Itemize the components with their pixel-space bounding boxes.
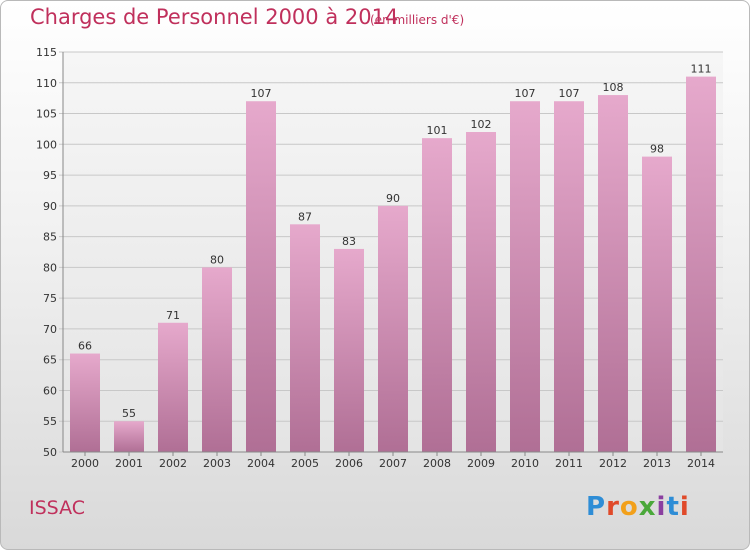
logo-letter: P <box>586 492 607 522</box>
bar <box>70 353 100 452</box>
x-tick-label: 2009 <box>467 457 495 470</box>
bar <box>598 95 628 453</box>
data-label: 102 <box>471 118 492 131</box>
logo-letter: i <box>679 492 690 522</box>
x-tick-label: 2011 <box>555 457 583 470</box>
x-tick-label: 2007 <box>379 457 407 470</box>
bar <box>202 267 232 452</box>
data-label: 107 <box>251 87 272 100</box>
x-tick-label: 2003 <box>203 457 231 470</box>
x-tick-label: 2014 <box>687 457 715 470</box>
y-tick-label: 115 <box>36 46 57 59</box>
bar <box>642 156 672 452</box>
data-label: 101 <box>427 124 448 137</box>
data-label: 111 <box>691 63 712 76</box>
bar <box>422 138 452 452</box>
y-tick-label: 60 <box>43 384 57 397</box>
logo-letter: r <box>606 492 620 522</box>
x-tick-label: 2002 <box>159 457 187 470</box>
x-tick-label: 2010 <box>511 457 539 470</box>
y-tick-label: 65 <box>43 354 57 367</box>
chart-title: Charges de Personnel 2000 à 2014 <box>30 5 399 29</box>
data-label: 107 <box>515 87 536 100</box>
x-tick-label: 2006 <box>335 457 363 470</box>
x-tick-label: 2001 <box>115 457 143 470</box>
y-tick-label: 110 <box>36 77 57 90</box>
y-tick-label: 75 <box>43 292 57 305</box>
data-label: 71 <box>166 309 180 322</box>
commune-name: ISSAC <box>29 497 86 519</box>
chart-subtitle: (en milliers d'€) <box>370 13 465 27</box>
y-tick-label: 105 <box>36 108 57 121</box>
data-label: 90 <box>386 192 400 205</box>
bar <box>378 205 408 452</box>
x-tick-label: 2012 <box>599 457 627 470</box>
proxiti-logo: Proxiti <box>586 492 690 522</box>
data-label: 80 <box>210 253 224 266</box>
logo-letter: o <box>619 492 639 522</box>
logo-letter: t <box>666 492 680 522</box>
x-tick-label: 2008 <box>423 457 451 470</box>
y-tick-label: 50 <box>43 446 57 459</box>
bar <box>290 224 320 452</box>
y-tick-label: 90 <box>43 200 57 213</box>
data-label: 108 <box>603 81 624 94</box>
bar <box>510 101 540 452</box>
y-tick-label: 85 <box>43 231 57 244</box>
data-label: 107 <box>559 87 580 100</box>
data-label: 98 <box>650 143 664 156</box>
y-tick-label: 95 <box>43 169 57 182</box>
bar <box>686 76 716 452</box>
x-tick-label: 2013 <box>643 457 671 470</box>
data-label: 83 <box>342 235 356 248</box>
bar <box>114 421 144 452</box>
y-tick-label: 80 <box>43 261 57 274</box>
bar <box>554 101 584 452</box>
data-label: 55 <box>122 407 136 420</box>
bar <box>334 248 364 452</box>
logo-letter: i <box>656 492 667 522</box>
bar <box>466 132 496 452</box>
bar <box>246 101 276 452</box>
logo-letter: x <box>638 492 657 522</box>
x-tick-label: 2000 <box>71 457 99 470</box>
y-tick-label: 70 <box>43 323 57 336</box>
x-tick-label: 2005 <box>291 457 319 470</box>
y-tick-label: 55 <box>43 415 57 428</box>
data-label: 87 <box>298 210 312 223</box>
y-tick-label: 100 <box>36 138 57 151</box>
bar <box>158 322 188 452</box>
x-tick-label: 2004 <box>247 457 275 470</box>
data-label: 66 <box>78 340 92 353</box>
